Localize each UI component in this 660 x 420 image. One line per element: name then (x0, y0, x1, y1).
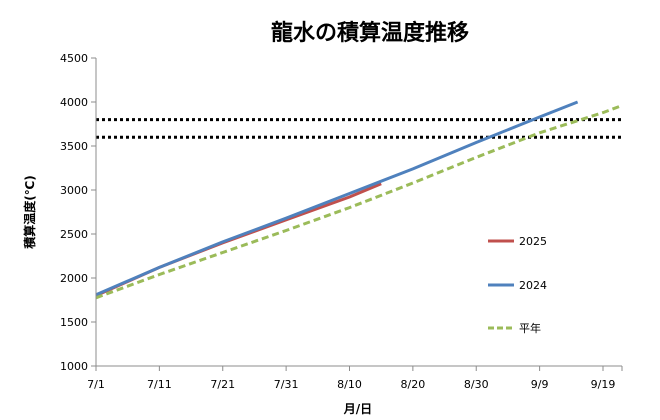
x-tick-labels: 7/1 7/11 7/21 7/31 8/10 8/20 8/30 9/9 9/19 (87, 378, 615, 391)
x-tick-label: 7/1 (87, 378, 105, 391)
y-tick-label: 1500 (60, 316, 88, 329)
y-tick-label: 3000 (60, 184, 88, 197)
x-tick-label: 8/20 (401, 378, 426, 391)
legend-label-2: 2024 (519, 279, 547, 292)
x-axis-label: 月/日 (343, 402, 372, 416)
y-tick-label: 2000 (60, 272, 88, 285)
legend: 2025 2024 平年 (488, 235, 547, 335)
series-layer (95, 100, 623, 300)
y-tick-label: 4500 (60, 52, 88, 65)
x-tick-label: 7/21 (210, 378, 235, 391)
x-tick-label: 8/30 (464, 378, 489, 391)
y-axis-label: 積算温度(℃) (22, 175, 37, 250)
x-tick-label: 8/10 (337, 378, 362, 391)
x-tick-label: 7/31 (274, 378, 299, 391)
y-tick-label: 2500 (60, 228, 88, 241)
series-line-2 (95, 100, 579, 297)
x-tick-label: 9/9 (531, 378, 549, 391)
y-tick-label: 3500 (60, 140, 88, 153)
legend-label-1: 2025 (519, 235, 547, 248)
axes (91, 57, 623, 371)
x-tick-label: 9/19 (591, 378, 616, 391)
x-tick-label: 7/11 (147, 378, 172, 391)
chart-title: 龍水の積算温度推移 (271, 20, 469, 46)
y-tick-label: 4000 (60, 96, 88, 109)
y-tick-label: 1000 (60, 360, 88, 373)
plot-background (96, 58, 622, 366)
legend-label-3: 平年 (519, 321, 541, 335)
plot-area (96, 58, 622, 366)
y-tick-labels: 1000 1500 2000 2500 3000 3500 4000 4500 (60, 52, 88, 373)
series-line-3 (95, 104, 623, 300)
